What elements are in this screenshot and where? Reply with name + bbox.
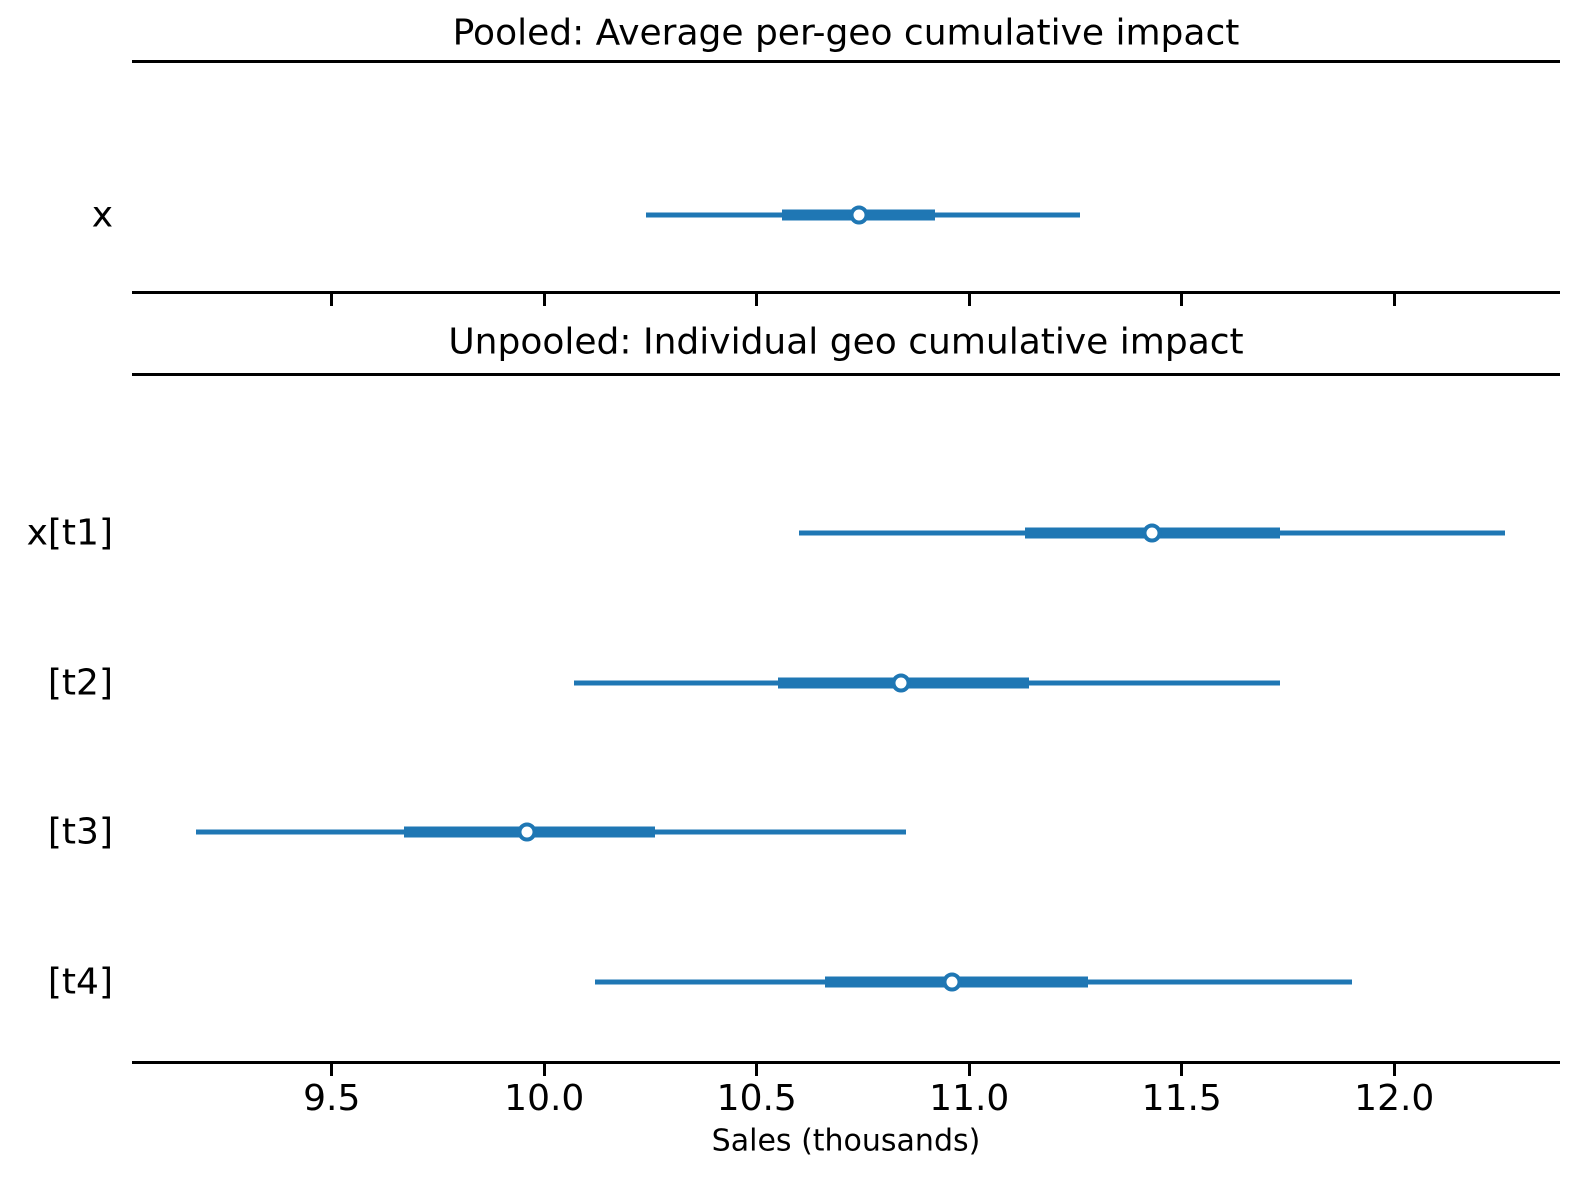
row-label: [t2] — [47, 662, 113, 704]
x-tick — [967, 294, 971, 306]
median-point-marker — [849, 205, 869, 225]
median-point-marker — [517, 822, 537, 842]
x-tick-label: 11.5 — [1141, 1078, 1222, 1119]
x-tick-label: 11.0 — [929, 1078, 1010, 1119]
row-label: [t4] — [47, 961, 113, 1003]
row-label: x[t1] — [26, 512, 113, 554]
unpooled-panel-title: Unpooled: Individual geo cumulative impa… — [448, 321, 1244, 363]
x-tick — [1180, 1064, 1184, 1076]
x-tick — [330, 1064, 334, 1076]
x-tick-label: 9.5 — [303, 1078, 361, 1119]
panel-top-spine — [132, 373, 1560, 376]
row-label: x — [91, 194, 113, 236]
x-tick — [967, 1064, 971, 1076]
x-tick-label: 12.0 — [1354, 1078, 1435, 1119]
x-tick-label: 10.0 — [504, 1078, 585, 1119]
x-tick — [755, 294, 759, 306]
x-axis-label: Sales (thousands) — [711, 1123, 981, 1159]
x-tick — [542, 1064, 546, 1076]
panel-top-spine — [132, 60, 1560, 63]
panel-bottom-spine — [132, 291, 1560, 294]
x-tick — [1180, 294, 1184, 306]
row-label: [t3] — [47, 811, 113, 853]
median-point-marker — [942, 972, 962, 992]
panel-bottom-spine — [132, 1061, 1560, 1064]
x-tick — [542, 294, 546, 306]
pooled-panel-title: Pooled: Average per-geo cumulative impac… — [452, 12, 1240, 54]
median-point-marker — [891, 673, 911, 693]
x-tick-label: 10.5 — [716, 1078, 797, 1119]
x-tick — [1392, 1064, 1396, 1076]
x-tick — [1392, 294, 1396, 306]
x-tick — [330, 294, 334, 306]
x-tick — [755, 1064, 759, 1076]
median-point-marker — [1142, 523, 1162, 543]
